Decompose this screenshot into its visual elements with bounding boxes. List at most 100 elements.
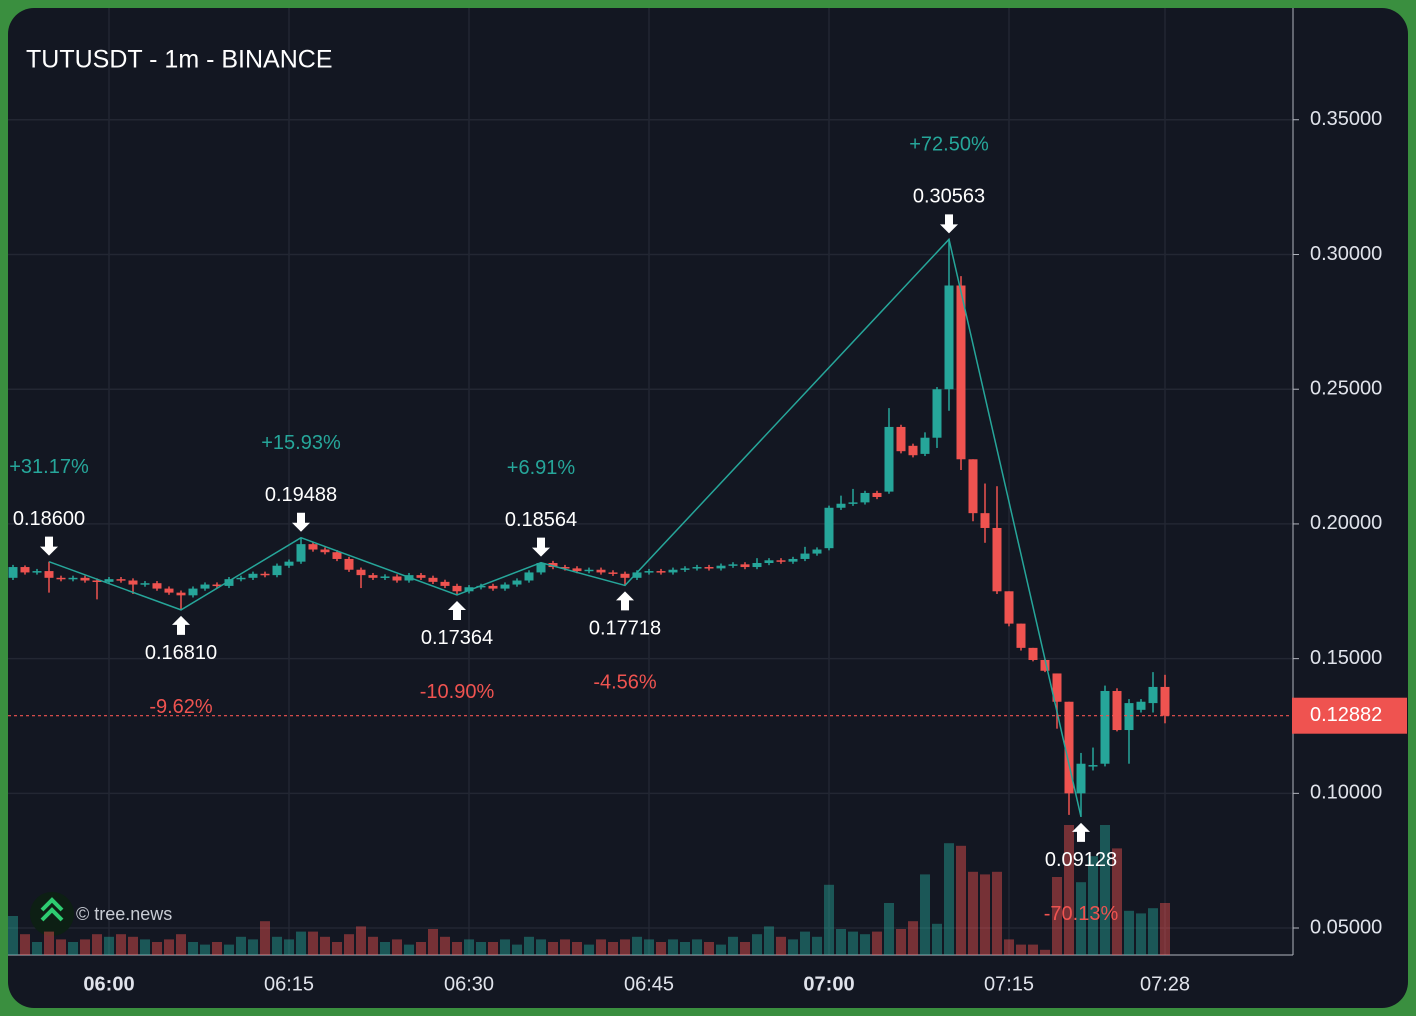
volume-bar — [1160, 903, 1170, 955]
y-tick-label: 0.05000 — [1310, 916, 1382, 938]
volume-bar — [176, 934, 186, 955]
candle-body — [608, 572, 618, 574]
change-label: +15.93% — [261, 432, 341, 454]
volume-bar — [836, 929, 846, 955]
volume-bar — [32, 942, 42, 955]
candle-body — [1052, 673, 1062, 702]
candle-body — [356, 569, 366, 576]
volume-bar — [512, 944, 522, 955]
volume-bar — [908, 921, 918, 955]
volume-bar — [764, 926, 774, 955]
volume-bar — [632, 936, 642, 955]
candle-body — [236, 577, 246, 580]
volume-bar — [1100, 825, 1110, 955]
volume-bar — [932, 923, 942, 955]
candle-body — [500, 584, 510, 589]
volume-bar — [368, 936, 378, 955]
candle-body — [308, 544, 318, 550]
volume-bar — [728, 936, 738, 955]
candle-body — [1112, 690, 1122, 731]
candle-body — [164, 588, 174, 593]
candle-body — [416, 575, 426, 578]
x-tick-label: 07:00 — [803, 973, 854, 995]
change-label: -10.90% — [420, 681, 495, 703]
candle-body — [872, 492, 882, 497]
candle-body — [764, 560, 774, 563]
volume-bar — [872, 931, 882, 955]
candle-body — [644, 571, 654, 573]
volume-bar — [500, 939, 510, 955]
volume-bar — [20, 934, 30, 955]
candle-body — [836, 503, 846, 508]
volume-bar — [584, 944, 594, 955]
candle-body — [992, 527, 1002, 592]
candle-body — [548, 562, 558, 568]
candle-body — [20, 567, 30, 573]
candle-body — [152, 583, 162, 589]
candle-body — [716, 565, 726, 569]
candle-body — [440, 581, 450, 586]
candle-body — [296, 544, 306, 562]
volume-bar — [968, 871, 978, 955]
candle-body — [980, 513, 990, 528]
candle-body — [452, 585, 462, 592]
candle-body — [116, 579, 126, 581]
candle-body — [140, 583, 150, 585]
candle-body — [944, 285, 954, 390]
volume-bar — [896, 929, 906, 955]
pivot-label: 0.17718 — [589, 618, 661, 640]
chart: TUTUSDT - 1m - BINANCE © tree.news 0.050… — [8, 8, 1407, 995]
pivot-arrow — [40, 536, 58, 556]
candle-body — [1076, 763, 1086, 794]
candle-body — [1100, 690, 1110, 764]
candle-body — [1064, 701, 1074, 794]
candle-body — [392, 576, 402, 581]
volume-bar — [404, 944, 414, 955]
volume-bar — [824, 884, 834, 955]
volume-bar — [212, 942, 222, 955]
volume-bar — [320, 936, 330, 955]
candle-body — [344, 558, 354, 570]
volume-bar — [656, 942, 666, 955]
volume-bar — [452, 942, 462, 955]
candle-body — [560, 567, 570, 569]
volume-bar — [752, 934, 762, 955]
y-tick-label: 0.30000 — [1310, 243, 1382, 265]
candle-body — [1004, 591, 1014, 624]
volume-bar — [620, 939, 630, 955]
volume-bar — [560, 939, 570, 955]
pivot-arrow — [532, 537, 550, 557]
volume-bar — [332, 942, 342, 955]
y-tick-label: 0.15000 — [1310, 647, 1382, 669]
y-tick-label: 0.20000 — [1310, 512, 1382, 534]
change-label: -70.13% — [1044, 903, 1119, 925]
volume-bar — [1112, 848, 1122, 955]
volume-bar — [548, 942, 558, 955]
chart-panel: TUTUSDT - 1m - BINANCE © tree.news 0.050… — [8, 8, 1408, 1008]
candle-body — [692, 567, 702, 569]
pivot-label: 0.18564 — [505, 509, 577, 531]
pivot-label: 0.09128 — [1045, 849, 1117, 871]
candle-body — [656, 571, 666, 573]
volume-bar — [8, 916, 18, 955]
candle-body — [284, 561, 294, 566]
change-label: -4.56% — [593, 672, 657, 694]
candle-body — [128, 580, 138, 585]
candle-body — [632, 572, 642, 578]
volume-bar — [956, 845, 966, 955]
candle-body — [536, 562, 546, 573]
candle-body — [176, 592, 186, 596]
candle-body — [368, 575, 378, 578]
volume-bar — [848, 931, 858, 955]
x-tick-label: 07:15 — [984, 973, 1034, 995]
candle-body — [728, 564, 738, 566]
volume-bar — [392, 939, 402, 955]
volume-bar — [860, 934, 870, 955]
candle-body — [104, 579, 114, 582]
volume-bar — [68, 942, 78, 955]
y-tick-label: 0.35000 — [1310, 108, 1382, 130]
candle-body — [260, 573, 270, 576]
candle-body — [812, 549, 822, 554]
volume-bar — [80, 939, 90, 955]
x-tick-label: 06:00 — [83, 973, 134, 995]
